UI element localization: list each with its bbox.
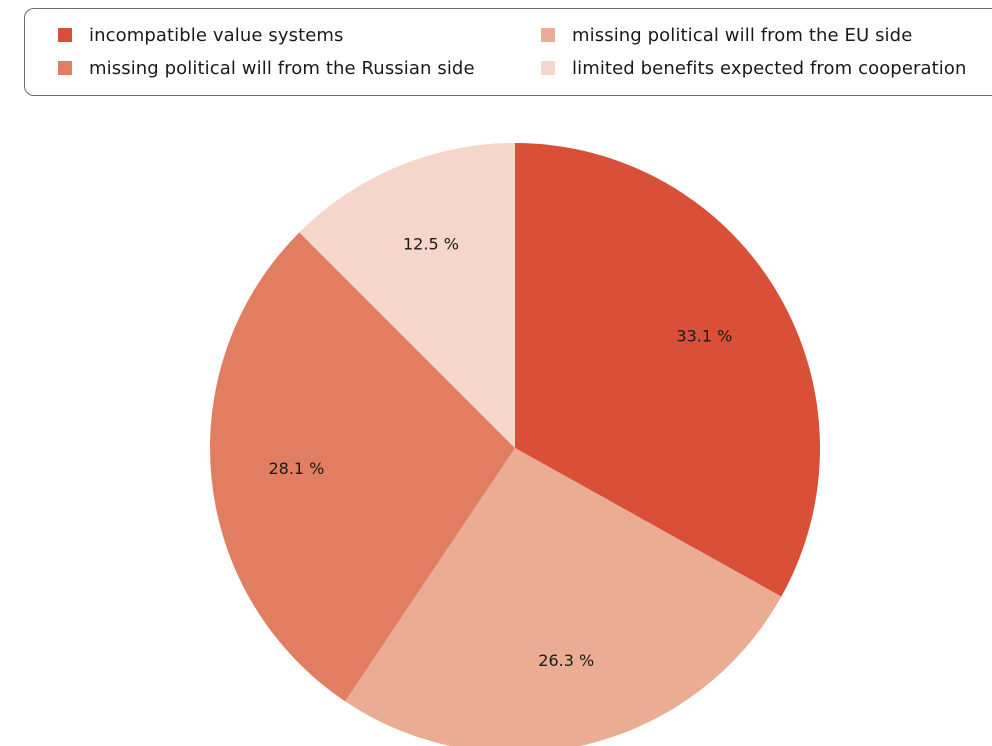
legend-label: missing political will from the EU side xyxy=(572,24,913,46)
legend-label: limited benefits expected from cooperati… xyxy=(572,57,967,79)
pie-slice-missing-will-russia xyxy=(210,232,516,702)
legend-item-missing-will-russia: missing political will from the Russian … xyxy=(58,57,475,79)
legend-label: missing political will from the Russian … xyxy=(89,57,475,79)
legend-item-missing-will-eu: missing political will from the EU side xyxy=(541,24,912,46)
pie-slice-limited-benefits xyxy=(299,143,515,448)
legend-swatch-icon xyxy=(541,28,555,42)
slice-value-label: 28.1 % xyxy=(268,459,324,478)
slice-value-label: 12.5 % xyxy=(403,235,459,254)
pie-slice-missing-will-eu xyxy=(345,448,782,746)
legend-swatch-icon xyxy=(58,61,72,75)
slice-value-label: 26.3 % xyxy=(538,651,594,670)
legend xyxy=(24,8,992,96)
legend-label: incompatible value systems xyxy=(89,24,344,46)
legend-swatch-icon xyxy=(541,61,555,75)
pie-slice-incompatible-value-systems xyxy=(515,143,820,597)
legend-item-limited-benefits: limited benefits expected from cooperati… xyxy=(541,57,967,79)
legend-swatch-icon xyxy=(58,28,72,42)
legend-item-incompatible-value-systems: incompatible value systems xyxy=(58,24,344,46)
slice-value-label: 33.1 % xyxy=(676,326,732,345)
